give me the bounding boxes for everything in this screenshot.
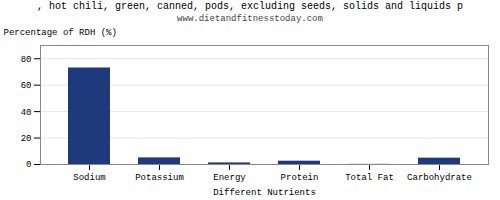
svg-text:Sodium: Sodium [73, 173, 105, 183]
svg-text:20: 20 [21, 134, 32, 144]
svg-text:40: 40 [21, 107, 32, 117]
svg-text:80: 80 [21, 55, 32, 65]
svg-text:Energy: Energy [213, 173, 246, 183]
svg-text:Protein: Protein [281, 173, 319, 183]
html-text:www.dietandfitnesstoday.com: www.dietandfitnesstoday.com [177, 14, 323, 24]
svg-text:Carbohydrate: Carbohydrate [407, 173, 472, 183]
svg-text:60: 60 [21, 81, 32, 91]
svg-text:Different Nutrients: Different Nutrients [213, 188, 316, 198]
html-text:, hot chili, green, canned, po: , hot chili, green, canned, pods, exclud… [37, 1, 463, 12]
svg-text:Total Fat: Total Fat [345, 173, 394, 183]
svg-text:Percentage of RDH (%): Percentage of RDH (%) [4, 28, 117, 38]
svg-text:0: 0 [26, 160, 31, 170]
svg-text:Potassium: Potassium [135, 173, 184, 183]
